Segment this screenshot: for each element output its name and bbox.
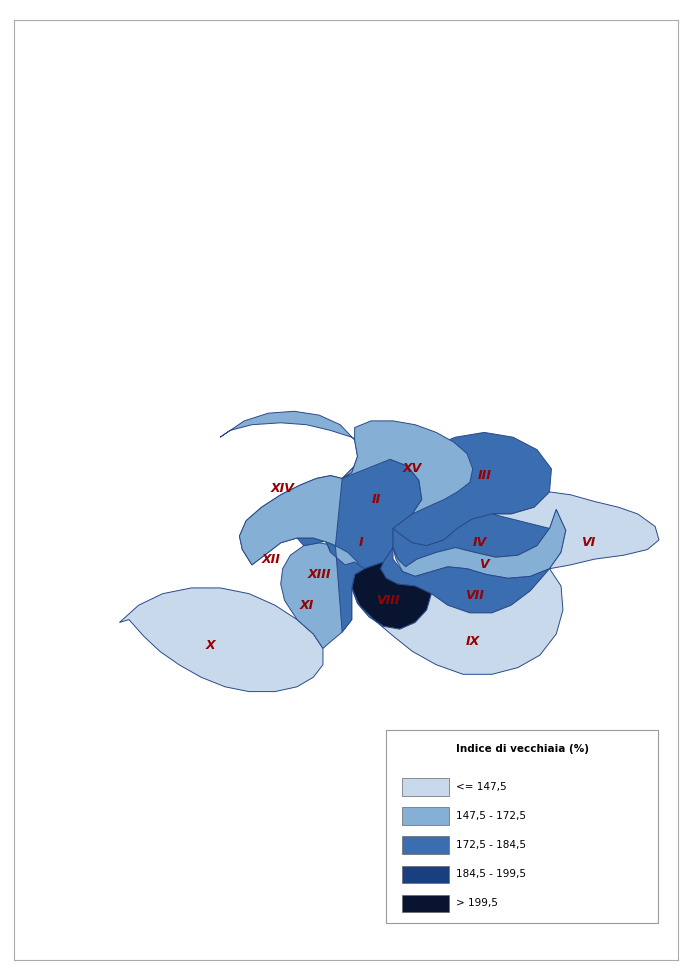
Bar [403, 808, 449, 825]
Polygon shape [352, 562, 431, 629]
Text: XIV: XIV [271, 481, 295, 495]
FancyBboxPatch shape [386, 730, 658, 923]
Text: 172,5 - 184,5: 172,5 - 184,5 [455, 840, 526, 851]
Polygon shape [220, 412, 390, 564]
Bar [403, 836, 449, 854]
Polygon shape [342, 420, 473, 514]
Polygon shape [326, 510, 393, 568]
Polygon shape [393, 492, 556, 566]
Polygon shape [352, 568, 563, 674]
Text: V: V [480, 559, 489, 571]
Bar [403, 778, 449, 796]
Text: XIII: XIII [307, 568, 331, 581]
Text: > 199,5: > 199,5 [455, 899, 498, 908]
Bar [403, 865, 449, 883]
Text: X: X [206, 639, 215, 652]
Text: <= 147,5: <= 147,5 [455, 782, 507, 792]
Polygon shape [120, 588, 323, 692]
Polygon shape [390, 432, 552, 546]
Polygon shape [393, 510, 566, 578]
Text: III: III [477, 469, 491, 482]
Text: 184,5 - 199,5: 184,5 - 199,5 [455, 869, 526, 879]
Polygon shape [281, 543, 358, 649]
Text: XI: XI [300, 599, 313, 612]
Text: VIII: VIII [376, 594, 400, 607]
Text: 147,5 - 172,5: 147,5 - 172,5 [455, 811, 526, 821]
Polygon shape [326, 460, 422, 568]
Polygon shape [297, 538, 364, 632]
Text: VII: VII [465, 589, 484, 602]
Text: XII: XII [262, 553, 280, 565]
Text: I: I [359, 536, 364, 550]
Text: XV: XV [403, 463, 422, 475]
Bar [403, 895, 449, 912]
Text: II: II [372, 493, 381, 506]
Polygon shape [492, 492, 659, 568]
Text: IX: IX [466, 635, 480, 648]
Text: Indice di vecchiaia (%): Indice di vecchiaia (%) [455, 744, 588, 754]
Text: VI: VI [581, 536, 595, 550]
Polygon shape [381, 548, 549, 612]
Polygon shape [239, 475, 342, 564]
Text: IV: IV [473, 536, 486, 550]
